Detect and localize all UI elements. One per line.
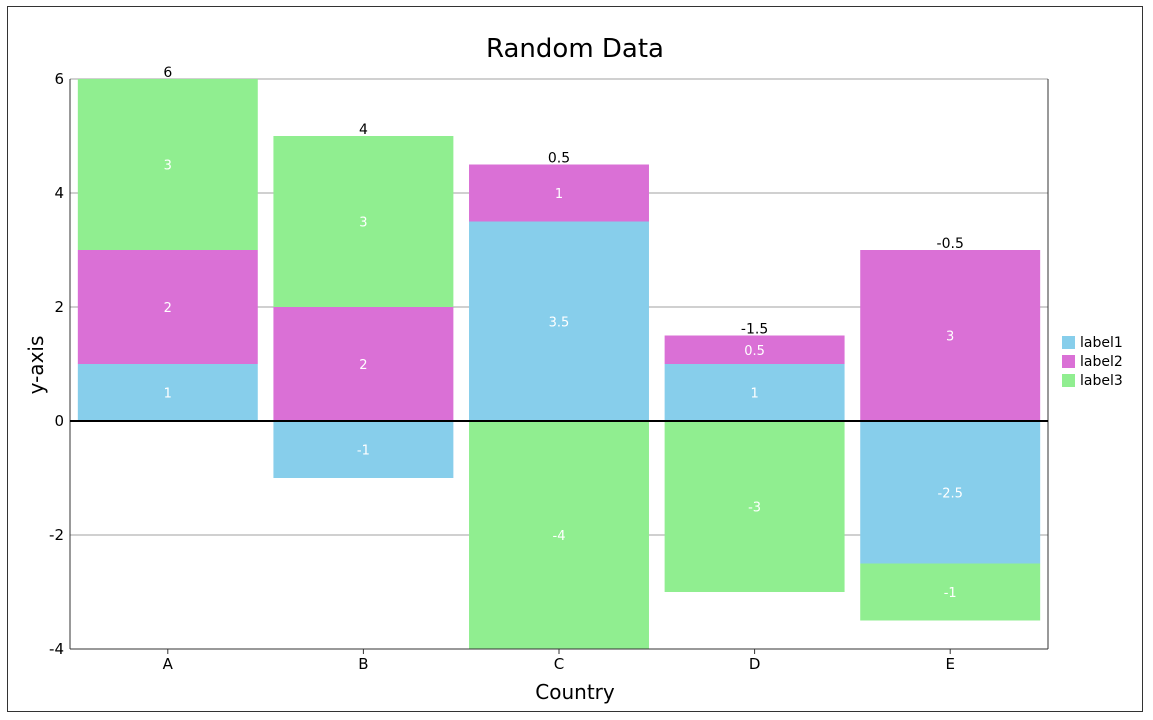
segment-value-label: 2	[359, 358, 367, 373]
segment-value-label: -4	[553, 529, 566, 544]
segment-labels: 1 2 3 6 -1 2 3 4 3.5 1 -4 0.5 1 0.5 -3 -1.5 -2.5 3 -1 -0.5	[163, 65, 964, 601]
x-tick-label: D	[749, 655, 761, 673]
bar-segment-label1-B	[273, 421, 454, 478]
segment-value-label: 2	[164, 301, 172, 316]
bar-segment-label2-C	[469, 164, 649, 222]
bar-segment-label2-D	[664, 335, 845, 364]
segment-value-label: -3	[748, 501, 761, 516]
bar-segment-label3-A	[77, 79, 258, 250]
total-value-label: -1.5	[741, 322, 768, 338]
bar-segment-label3-C	[469, 421, 649, 649]
legend: label1 label2 label3	[1062, 335, 1123, 389]
bar-segment-label1-E	[860, 421, 1041, 564]
x-tick-label: A	[163, 655, 174, 673]
segment-value-label: 3	[164, 159, 172, 174]
legend-swatch-label1	[1062, 336, 1075, 349]
segment-value-label: 1	[164, 387, 172, 402]
segment-value-label: -1	[357, 444, 370, 459]
bars	[77, 79, 1041, 649]
total-value-label: -0.5	[937, 236, 964, 252]
total-value-label: 0.5	[548, 151, 570, 167]
x-axis-label: Country	[535, 680, 615, 704]
x-tick-label: C	[554, 655, 564, 673]
legend-swatch-label2	[1062, 355, 1075, 368]
bar-segment-label3-B	[273, 136, 454, 307]
legend-label: label3	[1080, 373, 1123, 389]
y-tick-label: 4	[54, 184, 64, 202]
bar-segment-label1-A	[77, 364, 258, 421]
segment-value-label: 3	[946, 330, 954, 345]
segment-value-label: -1	[944, 586, 957, 601]
legend-swatch-label3	[1062, 374, 1075, 387]
x-tick-label: E	[945, 655, 954, 673]
total-value-label: 4	[359, 122, 368, 138]
bar-segment-label3-D	[664, 421, 845, 592]
y-tick-label: 6	[54, 70, 64, 88]
legend-label: label2	[1080, 354, 1123, 370]
axes: 6 4 2 0 -2 -4 A B C D E	[49, 70, 1049, 673]
segment-value-label: 0.5	[744, 344, 765, 359]
segment-value-label: -2.5	[938, 486, 963, 501]
bar-segment-label1-C	[469, 221, 649, 421]
chart-title: Random Data	[486, 34, 664, 64]
segment-value-label: 1	[750, 387, 758, 402]
total-value-label: 6	[163, 65, 172, 81]
y-tick-label: 2	[54, 298, 64, 316]
y-tick-label: -2	[49, 526, 64, 544]
segment-value-label: 3	[359, 216, 367, 231]
bar-segment-label2-A	[77, 250, 258, 364]
legend-label: label1	[1080, 335, 1123, 351]
bar-segment-label1-D	[664, 364, 845, 421]
bar-segment-label2-E	[860, 250, 1041, 421]
segment-value-label: 1	[555, 187, 563, 202]
x-tick-label: B	[358, 655, 368, 673]
y-axis-label: y-axis	[24, 336, 48, 395]
segment-value-label: 3.5	[549, 315, 570, 330]
bar-segment-label3-E	[860, 563, 1041, 621]
y-tick-label: -4	[49, 640, 64, 658]
y-tick-label: 0	[54, 412, 64, 430]
bar-segment-label2-B	[273, 307, 454, 421]
